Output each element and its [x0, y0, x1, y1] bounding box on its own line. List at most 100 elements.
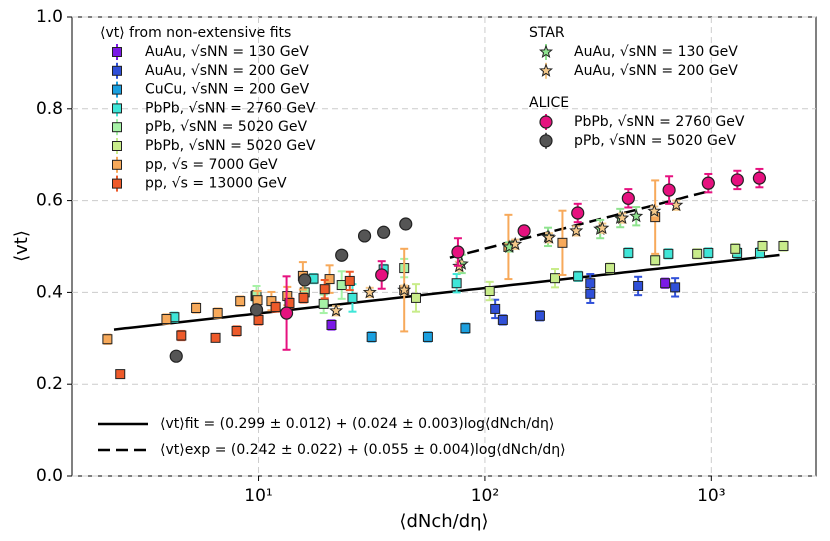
fit-legend-label: ⟨vt⟩exp = (0.242 ± 0.022) + (0.055 ± 0.0…: [160, 442, 566, 458]
marker: [539, 115, 553, 129]
marker: [573, 271, 584, 282]
legend-label: AuAu, √sNN = 130 GeV: [145, 44, 309, 60]
marker: [585, 288, 596, 299]
legend-title: STAR: [529, 25, 565, 41]
marker: [112, 122, 122, 133]
legend-label: AuAu, √sNN = 130 GeV: [574, 44, 738, 60]
marker: [539, 63, 553, 77]
marker: [112, 47, 122, 57]
marker: [757, 241, 768, 252]
marker: [298, 273, 312, 287]
marker: [169, 349, 183, 363]
marker: [550, 273, 561, 284]
marker: [235, 296, 246, 307]
legend-label: pp, √s = 13000 GeV: [145, 176, 287, 192]
marker: [490, 303, 501, 314]
marker: [112, 84, 122, 95]
marker: [730, 173, 744, 187]
marker: [102, 334, 113, 345]
marker: [595, 220, 610, 235]
marker: [662, 183, 676, 197]
marker: [778, 241, 789, 252]
marker: [623, 247, 634, 258]
marker: [615, 210, 630, 225]
fit-line: [449, 189, 712, 259]
marker: [279, 306, 294, 320]
marker: [335, 248, 349, 262]
legend-title: ⟨vt⟩ from non-extensive fits: [100, 25, 291, 41]
marker: [497, 314, 508, 325]
legend-label: pPb, √sNN = 5020 GeV: [574, 133, 736, 149]
marker: [344, 275, 355, 286]
marker: [484, 286, 495, 297]
marker: [569, 223, 584, 237]
marker: [451, 278, 462, 289]
marker: [328, 303, 344, 317]
marker: [326, 319, 337, 330]
marker: [621, 191, 635, 205]
marker: [692, 248, 703, 259]
legend-label: CuCu, √sNN = 200 GeV: [145, 82, 310, 98]
marker: [633, 280, 644, 291]
x-tick-label: 10¹: [244, 486, 272, 506]
marker: [542, 230, 557, 244]
fit-legend-label: ⟨vt⟩fit = (0.299 ± 0.012) + (0.024 ± 0.0…: [160, 416, 554, 432]
marker: [377, 225, 391, 239]
marker: [298, 292, 309, 303]
marker: [191, 303, 202, 314]
marker: [115, 369, 126, 380]
marker: [176, 330, 187, 341]
marker: [422, 331, 433, 342]
y-tick-label: 0.2: [36, 374, 63, 394]
marker: [231, 325, 242, 336]
marker: [112, 103, 122, 114]
y-axis-label: ⟨vt⟩: [11, 230, 32, 262]
y-tick-label: 0.0: [36, 466, 63, 486]
legend-label: pPb, √sNN = 5020 GeV: [145, 119, 307, 135]
legend-label: pp, √s = 7000 GeV: [145, 157, 278, 173]
marker: [647, 203, 662, 218]
fit-line: [113, 253, 780, 331]
marker: [366, 331, 377, 342]
marker: [112, 159, 122, 170]
marker: [212, 308, 223, 319]
marker: [508, 236, 523, 251]
y-tick-label: 0.4: [36, 282, 63, 302]
legend-label: PbPb, √sNN = 2760 GeV: [145, 100, 316, 116]
y-tick-label: 1.0: [36, 7, 63, 27]
marker: [399, 217, 413, 231]
marker: [539, 44, 553, 59]
marker: [112, 178, 122, 189]
marker: [701, 176, 715, 190]
marker: [357, 229, 372, 243]
marker: [703, 247, 714, 258]
marker: [460, 323, 471, 334]
marker: [362, 285, 377, 299]
marker: [210, 332, 221, 343]
marker: [663, 248, 674, 259]
legend-label: AuAu, √sNN = 200 GeV: [574, 63, 738, 79]
marker: [605, 263, 616, 274]
marker: [253, 314, 264, 325]
y-tick-label: 0.8: [36, 99, 63, 119]
marker: [249, 303, 264, 317]
marker: [752, 171, 767, 185]
marker: [517, 224, 531, 238]
x-tick-label: 10³: [697, 486, 725, 506]
marker: [270, 302, 281, 313]
marker: [375, 268, 389, 282]
x-axis-label: ⟨dNch/dη⟩: [399, 511, 488, 532]
marker: [534, 310, 545, 321]
marker: [161, 314, 172, 325]
x-tick-label: 10²: [471, 486, 499, 506]
marker: [660, 278, 671, 289]
marker: [730, 243, 741, 254]
marker: [451, 245, 465, 259]
marker: [557, 237, 568, 248]
marker: [112, 141, 122, 151]
marker: [347, 292, 358, 303]
marker: [670, 282, 681, 293]
marker: [319, 284, 330, 295]
marker: [410, 292, 421, 303]
